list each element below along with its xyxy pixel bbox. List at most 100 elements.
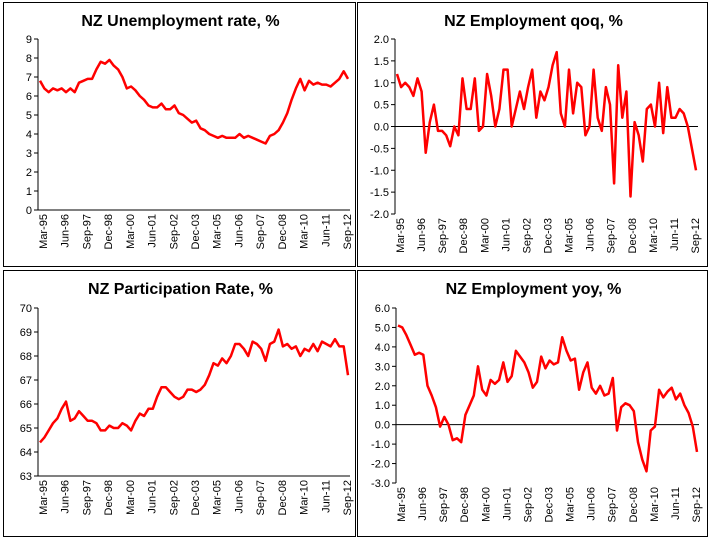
series-line [38, 58, 350, 145]
x-tick-label: Dec-98 [103, 480, 115, 515]
x-tick-label: Dec-98 [459, 487, 471, 522]
y-tick-label: 5.0 [375, 322, 390, 334]
y-tick-label: 0.0 [375, 420, 390, 432]
y-tick-label: 70 [20, 303, 32, 315]
y-tick-label: -3.0 [371, 478, 390, 490]
y-tick-label: 2 [26, 167, 32, 179]
y-tick-label: 0.0 [374, 122, 389, 134]
x-tick-label: Jun-96 [60, 480, 72, 514]
y-tick-label: -2.0 [371, 459, 390, 471]
x-tick-label: Mar-10 [649, 487, 661, 522]
y-tick-label: 9 [26, 34, 32, 46]
x-tick-label: Mar-10 [648, 218, 660, 253]
x-tick-label: Mar-00 [125, 214, 137, 249]
chart-svg-participation: NZ Participation Rate, % 63 64 65 66 67 68 69 70… [20, 281, 354, 515]
chart-title: NZ Employment qoq, % [444, 13, 623, 30]
x-tick-label: Jun-06 [233, 480, 245, 514]
y-tick-label: 64 [20, 447, 32, 459]
chart-employment-yoy: NZ Employment yoy, % -3.0 -2.0 -1.0 0.0 1.0 2.… [357, 270, 708, 537]
x-tick-label: Dec-08 [628, 487, 640, 522]
y-tick-label: 8 [26, 53, 32, 65]
x-tick-label: Jun-06 [586, 487, 598, 521]
x-tick-label: Sep-97 [81, 214, 93, 249]
series-line [397, 324, 699, 473]
y-tick-label: 3.0 [375, 361, 390, 373]
x-tick-label: Jun-06 [585, 218, 597, 252]
x-tick-label: Dec-98 [458, 218, 470, 253]
y-tick-label: -1.0 [371, 439, 390, 451]
x-tick-label: Jun-06 [233, 214, 245, 248]
y-tick-label: 68 [20, 351, 32, 363]
y-tick-label: -0.5 [370, 143, 389, 155]
x-tick-label: Jun-01 [500, 218, 512, 252]
x-tick-label: Dec-08 [627, 218, 639, 253]
x-tick-label: Jun-01 [147, 214, 159, 248]
x-tick-label: Dec-03 [543, 218, 555, 253]
y-tick-label: -1.0 [370, 165, 389, 177]
x-tick-label: Dec-98 [103, 214, 115, 249]
x-tick-label: Jun-11 [320, 214, 332, 247]
y-tick-label: 63 [20, 471, 32, 483]
x-tick-label: Sep-12 [690, 218, 702, 253]
y-tick-label: 5 [26, 110, 32, 122]
y-tick-label: 2.0 [375, 381, 390, 393]
y-tick-label: 67 [20, 375, 32, 387]
x-tick-label: Dec-03 [190, 214, 202, 249]
x-tick-label: Sep-02 [521, 218, 533, 253]
x-tick-label: Mar-00 [480, 487, 492, 522]
x-tick-label: Mar-05 [564, 218, 576, 253]
x-tick-label: Jun-96 [416, 218, 428, 252]
x-tick-label: Sep-07 [255, 214, 267, 249]
y-tick-label: 0.5 [374, 100, 389, 112]
y-tick-label: 4.0 [375, 342, 390, 354]
y-tick-label: 66 [20, 399, 32, 411]
chart-svg-employment-yoy: NZ Employment yoy, % -3.0 -2.0 -1.0 0.0 1.0 2.… [371, 281, 703, 522]
chart-employment-qoq: NZ Employment qoq, % -2.0 -1.5 -1.0 -0.5 0.0 0… [357, 2, 708, 267]
x-tick-label: Mar-95 [395, 218, 407, 253]
x-tick-label: Sep-12 [342, 480, 354, 515]
x-tick-label: Sep-02 [168, 214, 180, 249]
y-tick-label: 1.0 [374, 78, 389, 90]
y-tick-label: 6.0 [375, 303, 390, 315]
x-tick-label: Sep-12 [691, 487, 703, 522]
x-tick-label: Mar-05 [212, 480, 224, 515]
x-tick-label: Mar-05 [212, 214, 224, 249]
series-line [39, 328, 350, 444]
series-line [395, 50, 698, 198]
chart-unemployment-rate: NZ Unemployment rate, % 0 1 2 3 4 5 6 7 8 9 Mar-95 J… [3, 2, 356, 267]
y-tick-label: 69 [20, 327, 32, 339]
y-tick-label: 1.5 [374, 56, 389, 68]
x-tick-label: Sep-07 [606, 218, 618, 253]
x-tick-label: Jun-96 [60, 214, 72, 248]
x-tick-label: Jun-01 [147, 480, 159, 514]
y-tick-label: 1.0 [375, 400, 390, 412]
chart-title: NZ Unemployment rate, % [81, 13, 279, 30]
x-tick-label: Mar-95 [38, 214, 50, 249]
x-tick-label: Mar-10 [299, 480, 311, 515]
x-tick-label: Dec-08 [277, 214, 289, 249]
x-tick-label: Sep-12 [342, 214, 354, 249]
chart-participation-rate: NZ Participation Rate, % 63 64 65 66 67 68 69 70… [3, 270, 356, 537]
x-tick-label: Mar-95 [396, 487, 408, 522]
y-tick-label: -2.0 [370, 209, 389, 221]
y-tick-label: 0 [26, 205, 32, 217]
x-tick-label: Mar-00 [479, 218, 491, 253]
y-tick-label: -1.5 [370, 187, 389, 199]
y-tick-label: 7 [26, 72, 32, 84]
x-tick-label: Jun-11 [669, 218, 681, 251]
x-tick-label: Jun-96 [417, 487, 429, 521]
x-tick-label: Sep-97 [81, 480, 93, 515]
y-tick-label: 6 [26, 91, 32, 103]
chart-svg-employment-qoq: NZ Employment qoq, % -2.0 -1.5 -1.0 -0.5 0.0 0… [370, 13, 702, 253]
x-tick-label: Jun-01 [501, 487, 513, 521]
y-tick-label: 3 [26, 148, 32, 160]
chart-title: NZ Participation Rate, % [88, 281, 273, 298]
x-tick-label: Sep-07 [607, 487, 619, 522]
x-tick-label: Jun-11 [320, 480, 332, 513]
x-tick-label: Sep-02 [168, 480, 180, 515]
x-tick-label: Jun-11 [670, 487, 682, 520]
x-tick-label: Sep-97 [438, 487, 450, 522]
x-tick-label: Dec-08 [277, 480, 289, 515]
chart-title: NZ Employment yoy, % [446, 281, 622, 298]
x-tick-label: Dec-03 [544, 487, 556, 522]
